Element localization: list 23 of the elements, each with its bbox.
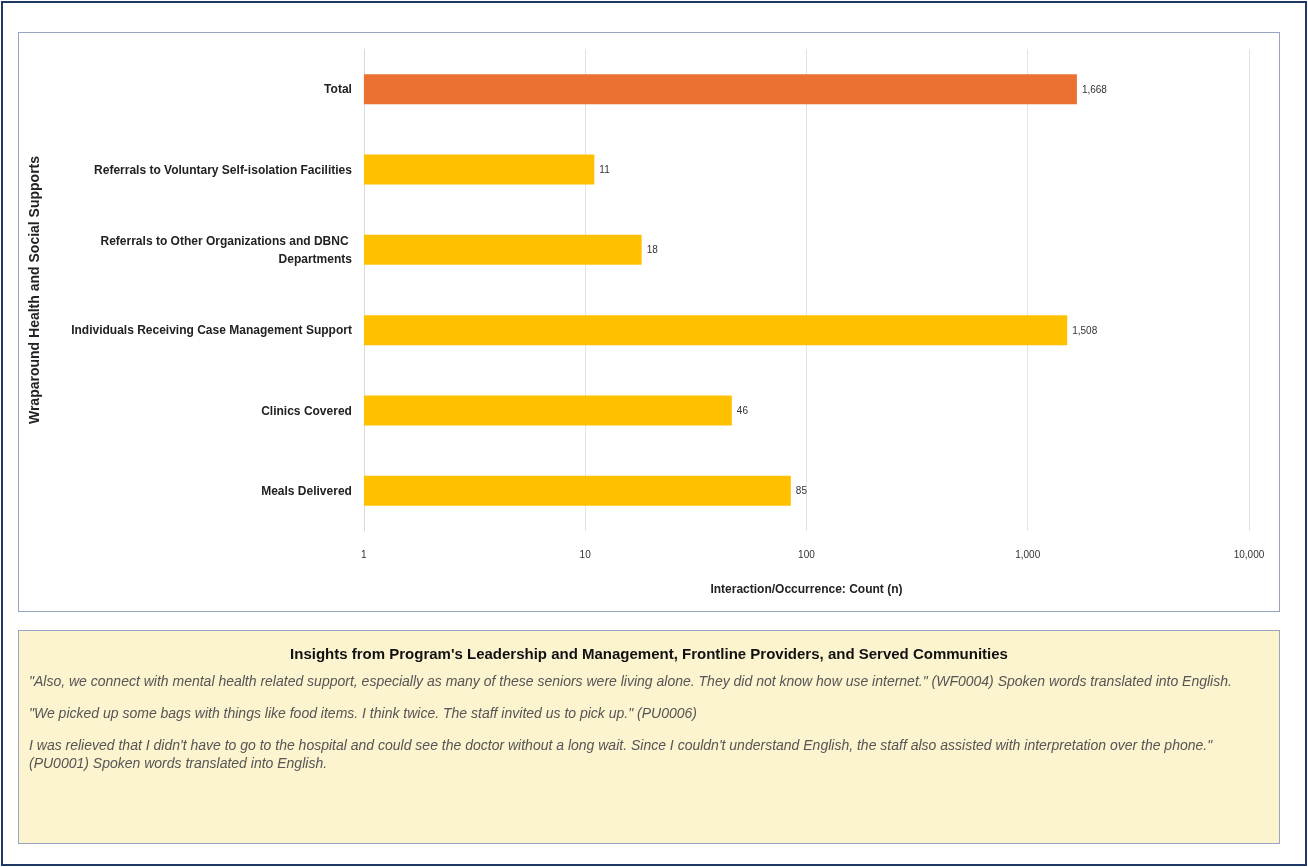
data-label: 11 — [599, 164, 611, 175]
text: I was relieved that I didn't have to go to the hospital and could see the doctor without a long wait. Since I couldn't understand English, the staff also assisted with interpretation over the phone." (PU0001) Spoken words translated into English. — [29, 736, 1214, 772]
y-tick-label: Referrals to Voluntary Self-isolation Facilities — [94, 162, 353, 177]
y-tick-label: Referrals to Other Organizations and DBNC Departments — [100, 233, 353, 266]
x-axis-title: Interaction/Occurrence: Count (n) — [710, 582, 903, 596]
data-label: 1,668 — [1081, 83, 1108, 95]
y-tick-label: Individuals Receiving Case Management Support — [71, 323, 352, 338]
x-tick-label: 100 — [798, 548, 816, 560]
data-label: 1,508 — [1072, 324, 1098, 336]
x-tick-label: 10,000 — [1233, 548, 1265, 560]
text: "We picked up some bags with things like food items. I think twice. The staff invited us to pick up." (PU0006) — [29, 704, 698, 722]
y-tick-label: Clinics Covered — [261, 403, 352, 418]
y-axis-title: Wraparound Health and Social Supports — [26, 155, 42, 425]
text: "Also, we connect with mental health related support, especially as many of these seniors were living alone. They did not know how use internet." (WF0004) Spoken words translated into English. — [29, 672, 1233, 690]
text: Insights from Program's Leadership and Management, Frontline Providers, and Served Communities — [289, 645, 1009, 662]
x-tick-label: 10 — [579, 548, 592, 560]
x-tick-label: 1,000 — [1015, 548, 1041, 560]
y-tick-label: Total — [324, 82, 352, 97]
data-label: 46 — [736, 405, 749, 416]
data-label: 18 — [646, 244, 659, 256]
data-label: 85 — [795, 485, 808, 497]
x-tick-label: 1 — [361, 548, 368, 560]
y-tick-label: Meals Delivered — [261, 483, 352, 498]
